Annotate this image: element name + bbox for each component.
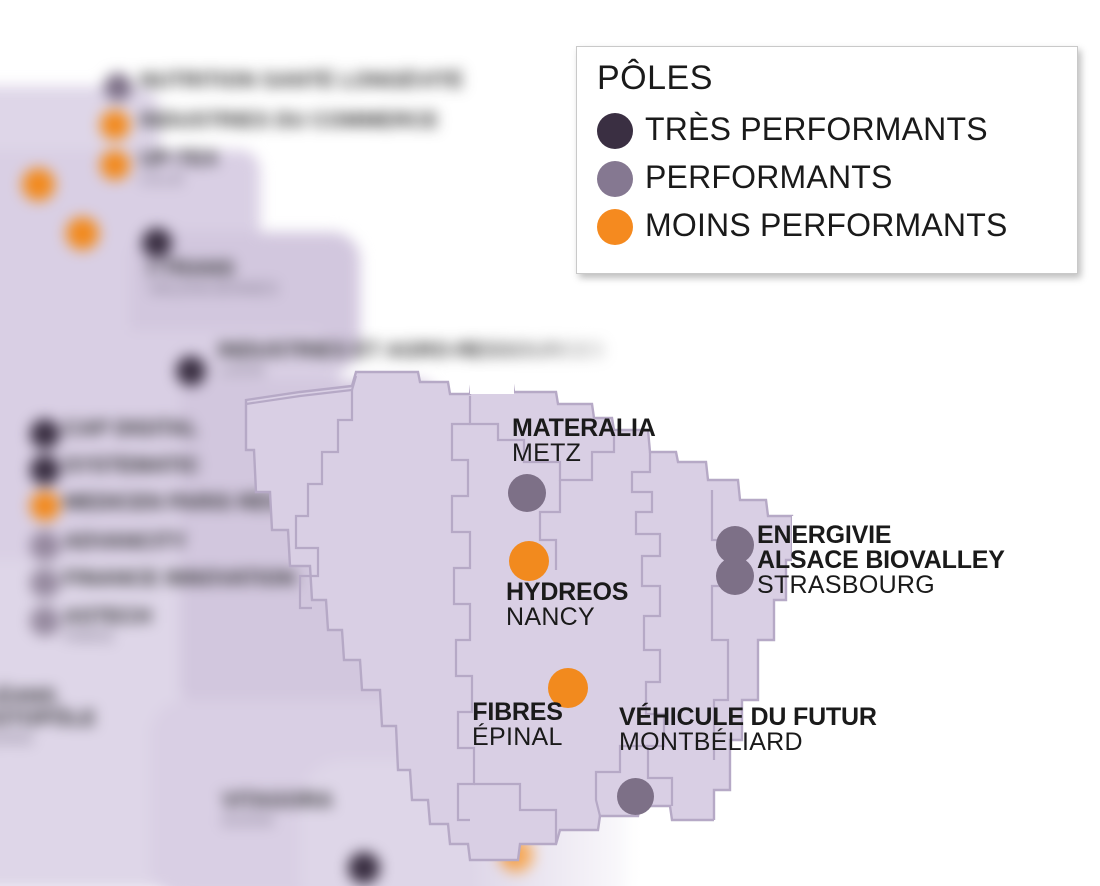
blurred-label-vitagora: VITAGORA DIJON [222, 789, 333, 831]
label-fibres-pole: FIBRES [472, 698, 563, 726]
blurred-label-nutrition: NUTRITION SANTÉ LONGÉVITÉ [140, 69, 464, 92]
blurred-dot-systematic [30, 455, 60, 485]
blurred-dot-astech [30, 606, 60, 636]
label-montbeliard-city: MONTBÉLIARD [619, 728, 803, 756]
blurred-dot-i-trans [142, 228, 172, 258]
label-alsace-biovalley-pole: ALSACE BIOVALLEY [757, 546, 1005, 574]
label-strasbourg-city: STRASBOURG [757, 571, 936, 599]
blurred-label-up-tex: UP-TEX LILLE [140, 147, 219, 189]
label-hydreos: HYDREOS NANCY [506, 580, 628, 630]
blurred-label-systematic: SYSTEMATIC [64, 454, 200, 477]
blurred-dot-left-a [22, 168, 55, 201]
blurred-dot-finance-innovation [30, 568, 60, 598]
label-energivie-alsace-biovalley: ENERGIVIE ALSACE BIOVALLEY STRASBOURG [757, 523, 1005, 598]
label-vehicule-du-futur-pole: VÉHICULE DU FUTUR [619, 703, 877, 731]
label-materalia-pole: MATERALIA [512, 414, 656, 442]
label-fibres-city: ÉPINAL [472, 723, 563, 751]
legend-swatch-tres-performants [597, 113, 633, 149]
south-white-mask [714, 820, 1100, 886]
blurred-dot-up-tex [100, 150, 130, 180]
blurred-dot-cap-digital [30, 419, 60, 449]
label-materalia-city: METZ [512, 439, 582, 467]
blurred-label-industries-commerce: INDUSTRIES DU COMMERCE [140, 109, 439, 132]
blurred-label-advancity: ADVANCITY [64, 530, 187, 553]
label-materalia: MATERALIA METZ [512, 416, 656, 466]
blurred-dot-iar [176, 356, 206, 386]
legend-swatch-moins-performants [597, 209, 633, 245]
blurred-dot-nutrition [104, 73, 132, 101]
blurred-dot-medicen [30, 491, 60, 521]
legend-label-moins-performants: MOINS PERFORMANTS [645, 207, 1008, 243]
legend-label-tres-performants: TRÈS PERFORMANTS [645, 111, 988, 147]
blurred-dot-left-b [66, 217, 99, 250]
region-notch-top [470, 372, 514, 394]
blurred-label-astech: ASTECH PARIS [64, 605, 152, 647]
east-white-mask [794, 330, 1100, 886]
legend-label-performants: PERFORMANTS [645, 159, 893, 195]
grand-est-outline [244, 370, 794, 862]
label-fibres: FIBRES ÉPINAL [472, 700, 563, 750]
label-energivie-pole: ENERGIVIE [757, 521, 892, 549]
blurred-label-medicen: MEDICEN PARIS RÉGION [64, 491, 322, 514]
label-hydreos-pole: HYDREOS [506, 578, 629, 606]
dot-materalia-metz[interactable] [508, 474, 546, 512]
blurred-label-i-trans: I-TRANS VALENCIENNES [148, 257, 279, 299]
blurred-dot-industries-commerce [100, 110, 130, 140]
legend-title: PÔLES [597, 59, 713, 97]
dot-alsace-biovalley-strasbourg[interactable] [716, 557, 754, 595]
blurred-dot-advancity [30, 531, 60, 561]
blurred-dot-vitagora [348, 852, 380, 884]
dot-fibres-epinal[interactable] [548, 668, 588, 708]
legend-swatch-performants [597, 161, 633, 197]
dot-hydreos-nancy[interactable] [509, 541, 549, 581]
label-hydreos-city: NANCY [506, 603, 596, 631]
blurred-label-cap-digital: CAP DIGITAL [64, 417, 199, 440]
blurred-label-elastopole: ORLÉANS ELASTOPÔLE ORLÉANS [0, 685, 96, 749]
dot-vehicule-du-futur-montbeliard[interactable] [617, 778, 654, 815]
blurred-label-finance-innovation: FINANCE INNOVATION [64, 567, 296, 590]
legend-box: PÔLES TRÈS PERFORMANTS PERFORMANTS MOINS… [576, 46, 1078, 274]
label-vehicule-du-futur: VÉHICULE DU FUTUR MONTBÉLIARD [619, 705, 877, 755]
